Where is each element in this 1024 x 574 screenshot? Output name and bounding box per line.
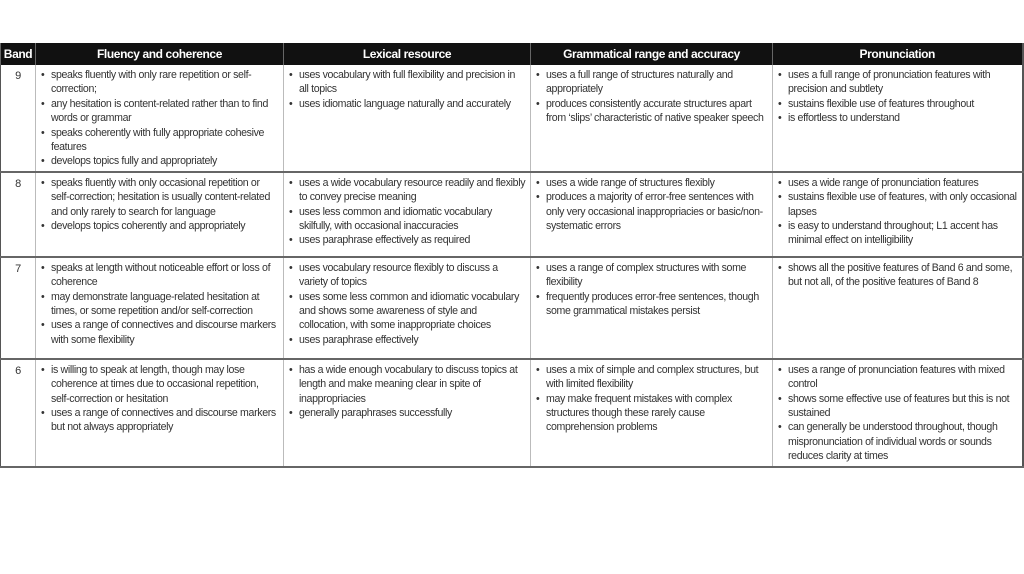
header-band: Band bbox=[0, 43, 36, 65]
descriptor-item: shows some effective use of features but… bbox=[777, 392, 1018, 421]
band-row-8: 8speaks fluently with only occasional re… bbox=[0, 171, 1023, 258]
descriptor-item: generally paraphrases successfully bbox=[288, 406, 526, 421]
pronunciation-descriptor-list: uses a full range of pronunciation featu… bbox=[777, 68, 1018, 126]
header-fluency: Fluency and coherence bbox=[35, 43, 284, 65]
descriptor-item: is easy to understand throughout; L1 acc… bbox=[777, 219, 1018, 248]
header-lexical: Lexical resource bbox=[283, 43, 531, 65]
grammar-cell: uses a mix of simple and complex structu… bbox=[530, 358, 773, 468]
descriptor-item: uses a mix of simple and complex structu… bbox=[535, 363, 768, 392]
descriptor-item: uses a full range of structures naturall… bbox=[535, 68, 768, 97]
pronunciation-cell: uses a range of pronunciation features w… bbox=[772, 358, 1023, 468]
band-score: 6 bbox=[0, 358, 36, 468]
band-score: 8 bbox=[0, 171, 36, 258]
descriptor-item: can generally be understood throughout, … bbox=[777, 420, 1018, 463]
grammar-descriptor-list: uses a full range of structures naturall… bbox=[535, 68, 768, 126]
fluency-cell: speaks at length without noticeable effo… bbox=[35, 256, 284, 360]
descriptor-item: uses less common and idiomatic vocabular… bbox=[288, 205, 526, 234]
descriptor-item: develops topics coherently and appropria… bbox=[40, 219, 279, 234]
descriptor-item: speaks coherently with fully appropriate… bbox=[40, 126, 279, 155]
descriptor-item: uses a wide range of structures flexibly bbox=[535, 176, 768, 191]
fluency-descriptor-list: speaks fluently with only occasional rep… bbox=[40, 176, 279, 234]
descriptor-item: may demonstrate language-related hesitat… bbox=[40, 290, 279, 319]
descriptor-item: uses a wide vocabulary resource readily … bbox=[288, 176, 526, 205]
pronunciation-descriptor-list: uses a wide range of pronunciation featu… bbox=[777, 176, 1018, 248]
pronunciation-cell: uses a wide range of pronunciation featu… bbox=[772, 171, 1023, 258]
lexical-descriptor-list: uses a wide vocabulary resource readily … bbox=[288, 176, 526, 248]
fluency-descriptor-list: speaks fluently with only rare repetitio… bbox=[40, 68, 279, 169]
pronunciation-descriptor-list: shows all the positive features of Band … bbox=[777, 261, 1018, 290]
pronunciation-descriptor-list: uses a range of pronunciation features w… bbox=[777, 363, 1018, 464]
lexical-descriptor-list: uses vocabulary resource flexibly to dis… bbox=[288, 261, 526, 348]
grammar-descriptor-list: uses a wide range of structures flexibly… bbox=[535, 176, 768, 234]
lexical-cell: uses vocabulary resource flexibly to dis… bbox=[283, 256, 531, 360]
descriptor-item: uses a full range of pronunciation featu… bbox=[777, 68, 1018, 97]
descriptor-item: uses paraphrase effectively bbox=[288, 333, 526, 348]
descriptor-item: is effortless to understand bbox=[777, 111, 1018, 126]
descriptor-item: has a wide enough vocabulary to discuss … bbox=[288, 363, 526, 406]
descriptor-item: any hesitation is content-related rather… bbox=[40, 97, 279, 126]
descriptor-item: uses a range of connectives and discours… bbox=[40, 318, 279, 347]
descriptor-item: develops topics fully and appropriately bbox=[40, 154, 279, 169]
header-row: Band Fluency and coherence Lexical resou… bbox=[0, 43, 1023, 65]
descriptor-item: produces a majority of error-free senten… bbox=[535, 190, 768, 233]
band-score: 7 bbox=[0, 256, 36, 360]
descriptor-item: speaks fluently with only rare repetitio… bbox=[40, 68, 279, 97]
descriptor-item: sustains flexible use of features throug… bbox=[777, 97, 1018, 112]
pronunciation-cell: shows all the positive features of Band … bbox=[772, 256, 1023, 360]
grammar-cell: uses a full range of structures naturall… bbox=[530, 65, 773, 173]
grammar-cell: uses a wide range of structures flexibly… bbox=[530, 171, 773, 258]
lexical-cell: uses vocabulary with full flexibility an… bbox=[283, 65, 531, 173]
descriptor-item: uses a range of connectives and discours… bbox=[40, 406, 279, 435]
band-score: 9 bbox=[0, 65, 36, 173]
fluency-cell: speaks fluently with only rare repetitio… bbox=[35, 65, 284, 173]
descriptor-item: uses some less common and idiomatic voca… bbox=[288, 290, 526, 333]
grammar-descriptor-list: uses a range of complex structures with … bbox=[535, 261, 768, 319]
fluency-descriptor-list: speaks at length without noticeable effo… bbox=[40, 261, 279, 347]
fluency-descriptor-list: is willing to speak at length, though ma… bbox=[40, 363, 279, 435]
descriptor-item: uses a range of pronunciation features w… bbox=[777, 363, 1018, 392]
descriptor-item: is willing to speak at length, though ma… bbox=[40, 363, 279, 406]
grammar-descriptor-list: uses a mix of simple and complex structu… bbox=[535, 363, 768, 435]
band-descriptors-table: Band Fluency and coherence Lexical resou… bbox=[0, 43, 1024, 468]
band-row-7: 7speaks at length without noticeable eff… bbox=[0, 256, 1023, 360]
descriptor-item: uses a range of complex structures with … bbox=[535, 261, 768, 290]
descriptor-item: speaks at length without noticeable effo… bbox=[40, 261, 279, 290]
grammar-cell: uses a range of complex structures with … bbox=[530, 256, 773, 360]
descriptor-item: speaks fluently with only occasional rep… bbox=[40, 176, 279, 219]
descriptor-item: frequently produces error-free sentences… bbox=[535, 290, 768, 319]
lexical-cell: uses a wide vocabulary resource readily … bbox=[283, 171, 531, 258]
descriptor-item: uses idiomatic language naturally and ac… bbox=[288, 97, 526, 112]
descriptor-item: uses a wide range of pronunciation featu… bbox=[777, 176, 1018, 191]
lexical-descriptor-list: uses vocabulary with full flexibility an… bbox=[288, 68, 526, 112]
pronunciation-cell: uses a full range of pronunciation featu… bbox=[772, 65, 1023, 173]
descriptor-item: may make frequent mistakes with complex … bbox=[535, 392, 768, 435]
lexical-descriptor-list: has a wide enough vocabulary to discuss … bbox=[288, 363, 526, 421]
fluency-cell: is willing to speak at length, though ma… bbox=[35, 358, 284, 468]
descriptor-item: produces consistently accurate structure… bbox=[535, 97, 768, 126]
descriptor-item: sustains flexible use of features, with … bbox=[777, 190, 1018, 219]
band-row-6: 6is willing to speak at length, though m… bbox=[0, 358, 1023, 468]
lexical-cell: has a wide enough vocabulary to discuss … bbox=[283, 358, 531, 468]
fluency-cell: speaks fluently with only occasional rep… bbox=[35, 171, 284, 258]
descriptor-item: uses paraphrase effectively as required bbox=[288, 233, 526, 248]
descriptor-item: uses vocabulary with full flexibility an… bbox=[288, 68, 526, 97]
header-pronunciation: Pronunciation bbox=[772, 43, 1023, 65]
descriptor-item: shows all the positive features of Band … bbox=[777, 261, 1018, 290]
descriptor-item: uses vocabulary resource flexibly to dis… bbox=[288, 261, 526, 290]
header-grammar: Grammatical range and accuracy bbox=[530, 43, 773, 65]
band-row-9: 9speaks fluently with only rare repetiti… bbox=[0, 65, 1023, 173]
